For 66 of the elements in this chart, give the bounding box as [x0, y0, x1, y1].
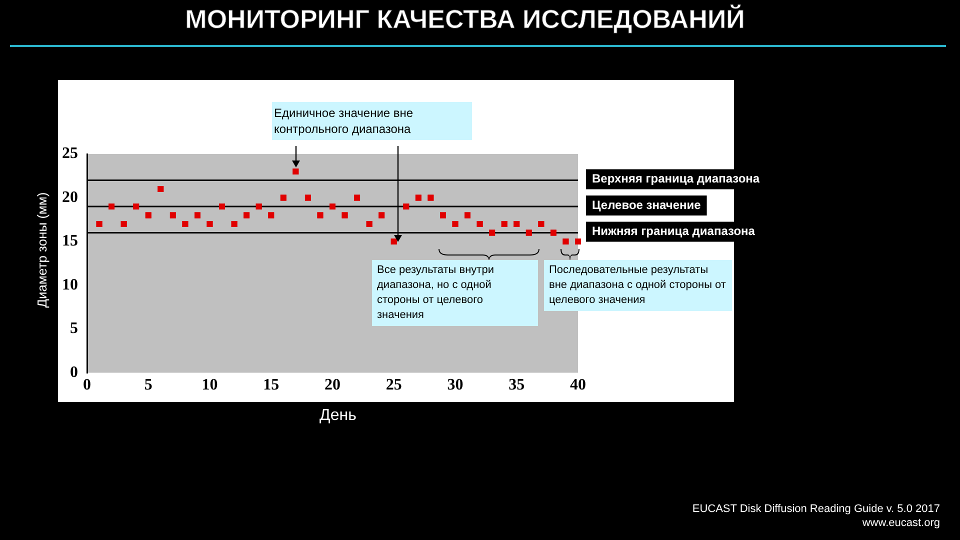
- point: [145, 212, 152, 218]
- text: www.eucast.org: [861, 516, 940, 531]
- point: [489, 230, 496, 236]
- ref-line-label: Нижняя граница диапазона: [592, 224, 756, 238]
- point: [317, 212, 324, 218]
- point: [219, 204, 225, 210]
- point: [378, 212, 385, 218]
- y-tick-label: 10: [62, 276, 78, 294]
- point: [268, 212, 274, 218]
- point: [562, 238, 569, 244]
- point: [304, 194, 311, 201]
- annotation: Единичное значение вне контрольного диапазона: [272, 102, 472, 140]
- point: [182, 221, 188, 227]
- point: [464, 212, 470, 218]
- point: [342, 212, 348, 218]
- point: [280, 194, 286, 201]
- point: [538, 221, 544, 227]
- point: [428, 194, 434, 201]
- point: [415, 194, 422, 201]
- y-tick-label: 25: [62, 145, 78, 162]
- point: [120, 221, 127, 227]
- point: [501, 221, 508, 227]
- x-tick-label: 35: [508, 376, 525, 394]
- point: [452, 221, 458, 227]
- callout-box: Все результаты внутри диапазона, но с одной стороны от целевого значения: [372, 260, 538, 326]
- y-tick-label: 5: [70, 320, 78, 338]
- point: [330, 204, 336, 210]
- point: [440, 212, 446, 218]
- point: [231, 221, 238, 227]
- point: [170, 212, 176, 218]
- point: [476, 221, 483, 227]
- point: [133, 204, 140, 210]
- point: [206, 221, 213, 227]
- chart-title: МОНИТОРИНГ КАЧЕСТВА ИССЛЕДОВАНИЙ: [184, 4, 746, 35]
- point: [550, 230, 556, 236]
- callout-box: Последовательные результаты вне диапазона с одной стороны от целевого значения: [544, 260, 732, 311]
- point: [403, 204, 410, 210]
- point: [390, 238, 397, 244]
- point: [514, 221, 520, 227]
- point: [108, 204, 115, 210]
- point: [158, 186, 164, 192]
- x-tick-label: 10: [202, 376, 218, 394]
- y-axis-title: Диаметр зоны (мм): [34, 192, 50, 308]
- point: [244, 212, 250, 218]
- x-tick-label: 15: [263, 376, 280, 394]
- point: [354, 194, 360, 201]
- ref-line-label: Верхняя граница диапазона: [592, 172, 760, 186]
- x-axis-title: День: [320, 407, 356, 425]
- x-tick-label: 0: [83, 376, 91, 394]
- point: [292, 168, 299, 174]
- point: [194, 212, 200, 218]
- point: [575, 238, 581, 244]
- point: [366, 221, 372, 227]
- point: [526, 230, 532, 236]
- y-tick-label: 0: [70, 364, 78, 381]
- point: [96, 221, 102, 227]
- y-tick-label: 15: [62, 232, 78, 250]
- x-tick-label: 20: [324, 376, 340, 394]
- x-tick-label: 25: [386, 376, 402, 394]
- x-tick-label: 30: [447, 376, 464, 394]
- y-tick-label: 20: [62, 188, 78, 206]
- x-tick-label: 5: [144, 376, 152, 394]
- text: EUCAST Disk Diffusion Reading Guide v. 5.0 2017: [691, 502, 940, 517]
- ref-line-label: Целевое значение: [592, 198, 702, 212]
- point: [256, 204, 262, 210]
- x-tick-label: 40: [570, 376, 586, 394]
